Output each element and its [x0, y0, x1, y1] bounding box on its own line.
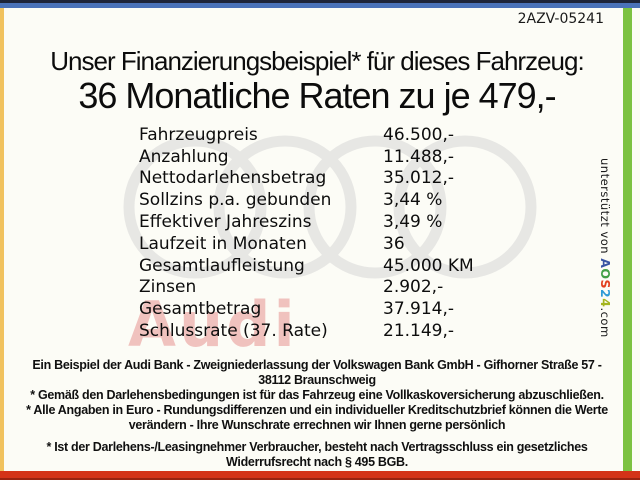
row-value: 21.149,- [383, 321, 455, 342]
table-row: Gesamtlaufleistung 45.000 KM [139, 255, 474, 277]
row-label: Laufzeit in Monaten [139, 233, 307, 254]
row-value: 2.902,- [383, 277, 444, 298]
row-value: 3,44 % [383, 190, 443, 211]
row-label: Sollzins p.a. gebunden [139, 190, 332, 211]
table-row: Fahrzeugpreis 46.500,- [139, 124, 474, 146]
row-value: 35.012,- [383, 168, 455, 189]
table-row: Nettodarlehensbetrag 35.012,- [139, 168, 474, 190]
footer-disclaimers: Ein Beispiel der Audi Bank - Zweignieder… [18, 358, 616, 470]
row-value: 46.500,- [383, 124, 455, 145]
support-suffix: .com [598, 307, 612, 338]
row-label: Gesamtlaufleistung [139, 255, 305, 276]
brand-letter: S [598, 279, 613, 290]
bottom-red-strip [0, 471, 640, 480]
row-label: Effektiver Jahreszins [139, 212, 312, 233]
row-label: Schlussrate (37. Rate) [139, 321, 328, 342]
top-blue-strip [0, 3, 640, 8]
footer-note-vollkasko: * Gemäß den Darlehensbedingungen ist für… [30, 388, 604, 402]
footer-note-angaben: * Alle Angaben in Euro - Rundungsdiffere… [26, 403, 608, 432]
top-navy-strip [0, 0, 640, 3]
table-row: Gesamtbetrag 37.914,- [139, 298, 474, 320]
title-line-1: Unser Finanzierungsbeispiel* für dieses … [50, 46, 584, 76]
row-label: Fahrzeugpreis [139, 124, 258, 145]
row-value: 3,49 % [383, 212, 443, 233]
support-prefix: unterstützt von [598, 158, 612, 259]
footer-note-widerruf: * Ist der Darlehens-/Leasingnehmer Verbr… [46, 440, 588, 469]
table-row: Effektiver Jahreszins 3,49 % [139, 211, 474, 233]
audi-wordmark-watermark: Audi [128, 288, 298, 361]
left-yellow-strip [0, 8, 4, 471]
row-value: 11.488,- [383, 146, 455, 167]
row-label: Nettodarlehensbetrag [139, 168, 327, 189]
table-row: Zinsen 2.902,- [139, 277, 474, 299]
brand-letter: 2 [598, 289, 613, 299]
support-banner: unterstützt von AOS24.com [598, 158, 613, 358]
row-value: 37.914,- [383, 299, 455, 320]
row-label: Anzahlung [139, 146, 229, 167]
brand-letter: A [598, 258, 613, 269]
row-value: 45.000 KM [383, 255, 474, 276]
table-row: Anzahlung 11.488,- [139, 146, 474, 168]
row-label: Zinsen [139, 277, 197, 298]
table-row: Laufzeit in Monaten 36 [139, 233, 474, 255]
table-row: Sollzins p.a. gebunden 3,44 % [139, 189, 474, 211]
row-value: 36 [383, 233, 405, 254]
finance-table: Fahrzeugpreis 46.500,- Anzahlung 11.488,… [139, 124, 474, 342]
row-label: Gesamtbetrag [139, 299, 262, 320]
right-green-strip [623, 8, 632, 471]
audi-rings-icon [123, 135, 537, 279]
footer-bank-line: Ein Beispiel der Audi Bank - Zweignieder… [32, 358, 602, 387]
document-code: 2AZV-05241 [517, 11, 604, 27]
brand-letter: 4 [598, 298, 613, 308]
brand-letter: O [598, 268, 613, 280]
page-title: Unser Finanzierungsbeispiel* für dieses … [8, 47, 626, 116]
title-line-2: 36 Monatliche Raten zu je 479,- [78, 75, 556, 117]
table-row: Schlussrate (37. Rate) 21.149,- [139, 320, 474, 342]
